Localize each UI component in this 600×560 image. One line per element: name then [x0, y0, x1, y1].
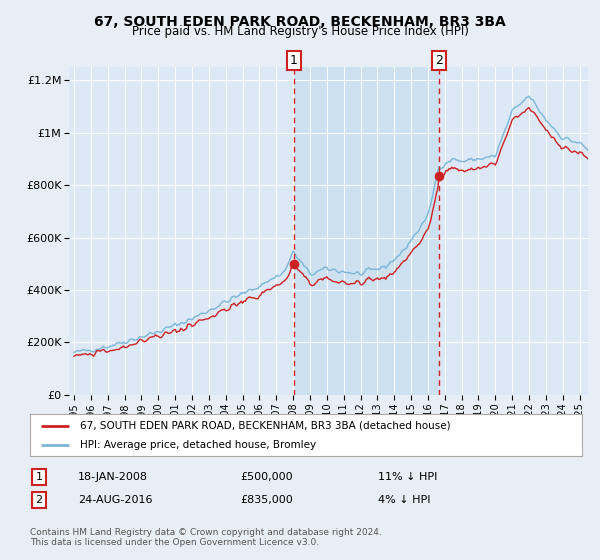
- Text: 2: 2: [35, 495, 43, 505]
- Text: 24-AUG-2016: 24-AUG-2016: [78, 495, 152, 505]
- Text: 2: 2: [435, 54, 443, 67]
- Text: Price paid vs. HM Land Registry's House Price Index (HPI): Price paid vs. HM Land Registry's House …: [131, 25, 469, 38]
- Bar: [294, 67, 439, 395]
- Text: Contains HM Land Registry data © Crown copyright and database right 2024.
This d: Contains HM Land Registry data © Crown c…: [30, 528, 382, 547]
- Text: 1: 1: [290, 54, 298, 67]
- Text: 11% ↓ HPI: 11% ↓ HPI: [378, 472, 437, 482]
- Text: HPI: Average price, detached house, Bromley: HPI: Average price, detached house, Brom…: [80, 440, 316, 450]
- Text: 18-JAN-2008: 18-JAN-2008: [78, 472, 148, 482]
- Text: 67, SOUTH EDEN PARK ROAD, BECKENHAM, BR3 3BA: 67, SOUTH EDEN PARK ROAD, BECKENHAM, BR3…: [94, 15, 506, 29]
- Text: £835,000: £835,000: [240, 495, 293, 505]
- Text: 1: 1: [35, 472, 43, 482]
- Text: 4% ↓ HPI: 4% ↓ HPI: [378, 495, 431, 505]
- Text: £500,000: £500,000: [240, 472, 293, 482]
- Text: 67, SOUTH EDEN PARK ROAD, BECKENHAM, BR3 3BA (detached house): 67, SOUTH EDEN PARK ROAD, BECKENHAM, BR3…: [80, 421, 451, 431]
